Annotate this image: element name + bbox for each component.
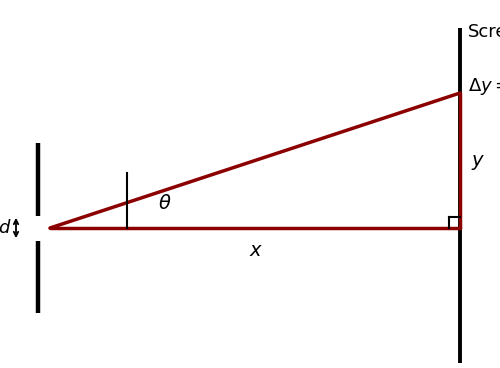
Text: Screen: Screen: [468, 23, 500, 41]
Text: y: y: [471, 151, 482, 170]
Text: x: x: [249, 241, 261, 260]
Text: d: d: [0, 219, 10, 237]
Text: $\Delta y = \dfrac{x\lambda}{d}$: $\Delta y = \dfrac{x\lambda}{d}$: [468, 68, 500, 106]
Text: θ: θ: [159, 194, 171, 213]
